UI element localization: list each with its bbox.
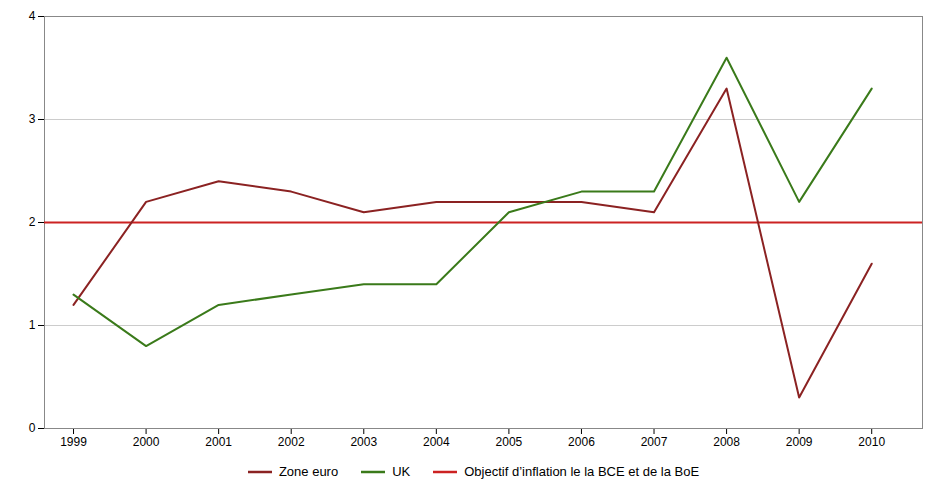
svg-text:2003: 2003 [350,435,377,449]
svg-text:2001: 2001 [205,435,232,449]
svg-text:3: 3 [29,112,36,126]
svg-text:2000: 2000 [133,435,160,449]
svg-text:2002: 2002 [278,435,305,449]
svg-text:0: 0 [29,421,36,435]
svg-text:2009: 2009 [786,435,813,449]
svg-text:2006: 2006 [568,435,595,449]
html-text:UK: UK [392,464,411,479]
svg-text:1: 1 [29,318,36,332]
html-text:Objectif d’inflation le la BCE: Objectif d’inflation le la BCE et de la … [464,464,700,479]
svg-text:4: 4 [29,9,36,23]
html-text:Zone euro: Zone euro [278,464,339,479]
svg-text:2008: 2008 [713,435,740,449]
svg-text:2010: 2010 [858,435,885,449]
svg-text:2007: 2007 [641,435,668,449]
svg-text:2004: 2004 [423,435,450,449]
svg-text:2005: 2005 [496,435,523,449]
svg-text:1999: 1999 [60,435,87,449]
svg-text:2: 2 [29,215,36,229]
